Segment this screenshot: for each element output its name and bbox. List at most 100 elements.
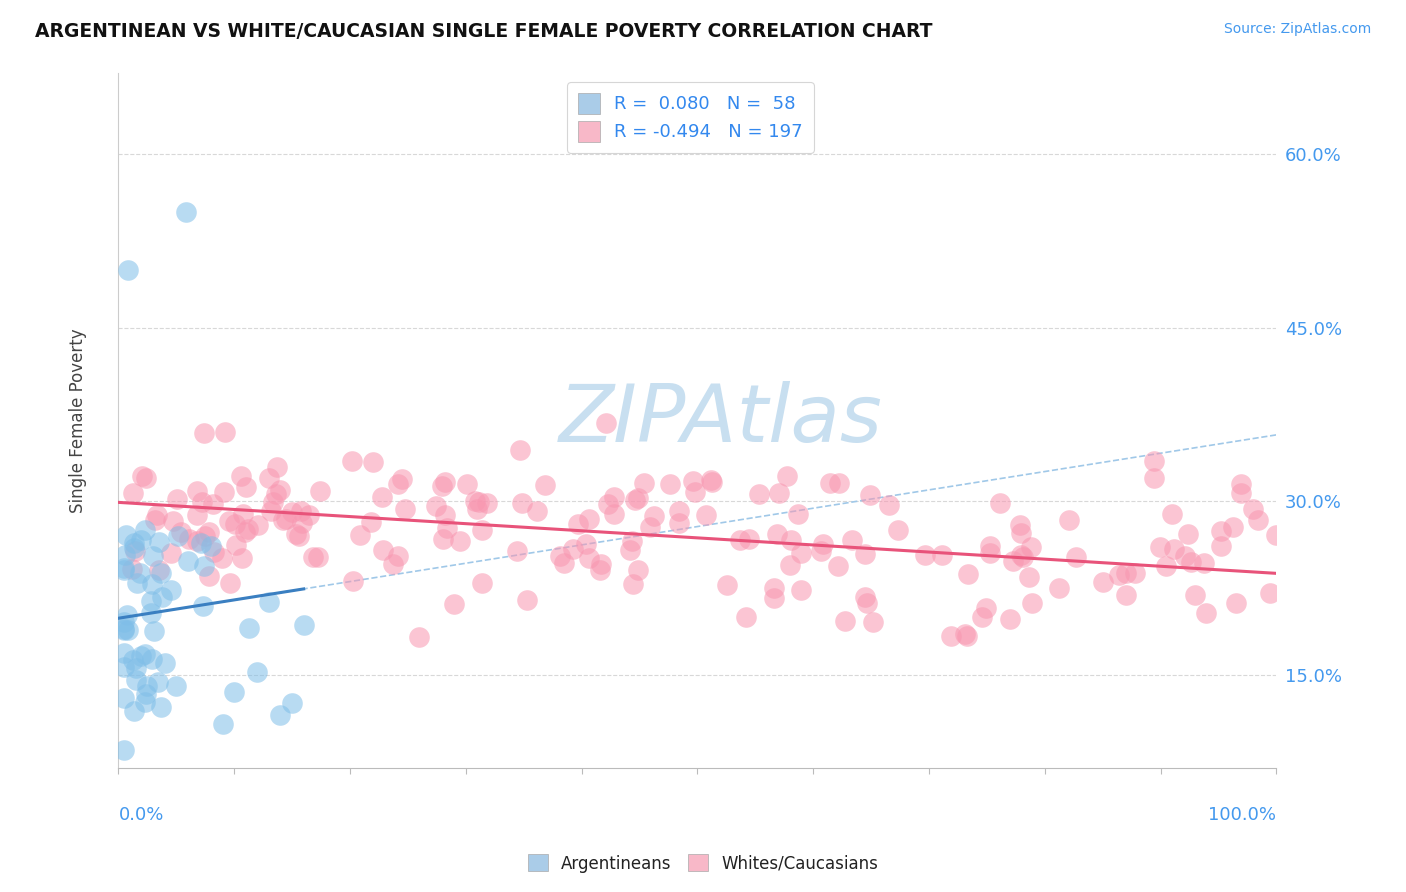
Point: [931, 548, 953, 562]
Point: [246, 518, 269, 533]
Point: [763, 582, 786, 596]
Point: [682, 475, 704, 489]
Point: [1230, 477, 1253, 491]
Point: [218, 514, 240, 528]
Point: [186, 508, 208, 522]
Point: [124, 543, 146, 558]
Point: [596, 497, 619, 511]
Point: [281, 696, 304, 710]
Point: [834, 614, 856, 628]
Point: [200, 539, 222, 553]
Point: [862, 615, 884, 629]
Point: [533, 478, 555, 492]
Point: [1211, 540, 1233, 554]
Point: [238, 522, 260, 536]
Point: [128, 566, 150, 580]
Point: [1018, 570, 1040, 584]
Point: [914, 548, 936, 562]
Text: ZIPAtlas: ZIPAtlas: [558, 382, 883, 459]
Point: [1174, 549, 1197, 563]
Point: [166, 491, 188, 506]
Point: [142, 624, 165, 638]
Point: [124, 673, 146, 688]
Point: [956, 567, 979, 582]
Point: [1160, 508, 1182, 522]
Point: [387, 476, 409, 491]
Point: [766, 527, 789, 541]
Point: [1222, 520, 1244, 534]
Point: [603, 490, 626, 504]
Point: [193, 599, 215, 613]
Point: [763, 591, 786, 606]
Point: [149, 699, 172, 714]
Point: [858, 488, 880, 502]
Point: [939, 629, 962, 643]
Text: ARGENTINEAN VS WHITE/CAUCASIAN SINGLE FEMALE POVERTY CORRELATION CHART: ARGENTINEAN VS WHITE/CAUCASIAN SINGLE FE…: [35, 22, 932, 41]
Point: [506, 544, 529, 558]
Point: [264, 487, 287, 501]
Point: [998, 612, 1021, 626]
Point: [135, 687, 157, 701]
Point: [131, 649, 153, 664]
Point: [302, 549, 325, 564]
Text: Source: ZipAtlas.com: Source: ZipAtlas.com: [1223, 22, 1371, 37]
Point: [122, 653, 145, 667]
Point: [287, 529, 309, 543]
Point: [432, 532, 454, 546]
Point: [143, 513, 166, 527]
Point: [1143, 454, 1166, 468]
Point: [169, 524, 191, 539]
Point: [979, 546, 1001, 560]
Point: [1010, 548, 1032, 562]
Point: [224, 516, 246, 531]
Point: [853, 590, 876, 604]
Point: [141, 652, 163, 666]
Point: [1002, 554, 1025, 568]
Point: [197, 525, 219, 540]
Point: [231, 507, 253, 521]
Point: [735, 609, 758, 624]
Point: [112, 563, 135, 577]
Point: [224, 685, 246, 699]
Point: [127, 575, 149, 590]
Point: [292, 618, 315, 632]
Point: [257, 595, 280, 609]
Point: [728, 533, 751, 547]
Point: [887, 523, 910, 537]
Point: [456, 477, 478, 491]
Point: [177, 554, 200, 568]
Point: [202, 545, 225, 559]
Point: [112, 560, 135, 574]
Point: [198, 569, 221, 583]
Point: [360, 515, 382, 529]
Point: [271, 513, 294, 527]
Point: [1057, 513, 1080, 527]
Point: [974, 601, 997, 615]
Point: [1177, 527, 1199, 541]
Point: [124, 541, 146, 555]
Point: [548, 549, 571, 564]
Point: [291, 516, 314, 530]
Point: [1010, 518, 1032, 533]
Point: [167, 529, 190, 543]
Point: [153, 656, 176, 670]
Point: [218, 575, 240, 590]
Point: [1184, 588, 1206, 602]
Point: [387, 549, 409, 564]
Point: [621, 533, 644, 548]
Point: [779, 558, 801, 572]
Legend: R =  0.080   N =  58, R = -0.494   N = 197: R = 0.080 N = 58, R = -0.494 N = 197: [568, 82, 814, 153]
Point: [516, 593, 538, 607]
Point: [122, 486, 145, 500]
Point: [136, 679, 159, 693]
Point: [193, 426, 215, 441]
Point: [159, 582, 181, 597]
Point: [468, 494, 491, 508]
Point: [269, 483, 291, 498]
Point: [603, 508, 626, 522]
Point: [1115, 588, 1137, 602]
Point: [307, 549, 329, 564]
Point: [776, 469, 799, 483]
Point: [124, 704, 146, 718]
Point: [810, 544, 832, 558]
